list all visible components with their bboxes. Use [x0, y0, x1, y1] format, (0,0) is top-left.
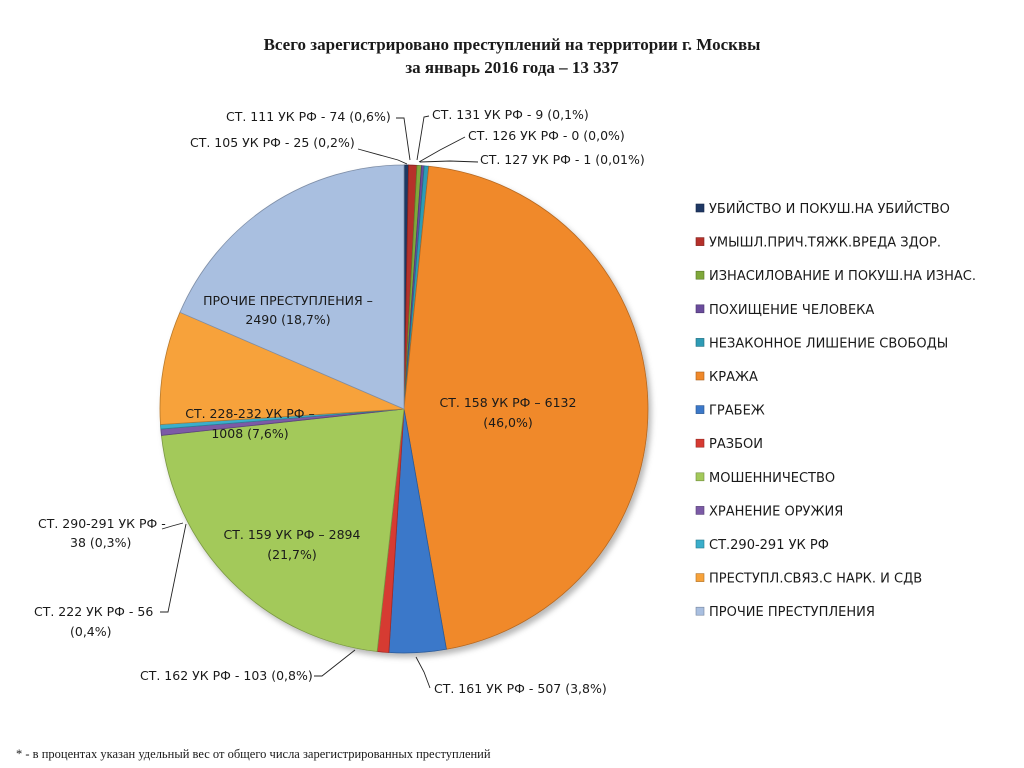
legend-entry-9: ХРАНЕНИЕ ОРУЖИЯ [709, 504, 843, 519]
leader-line-s111 [396, 117, 411, 161]
label-s162: СТ. 162 УК РФ - 103 (0,8%) [140, 668, 313, 683]
leader-line-s131 [416, 115, 430, 161]
label-s161: СТ. 161 УК РФ - 507 (3,8%) [434, 681, 607, 696]
leader-line-s126 [418, 136, 466, 163]
label-s290-line2: 38 (0,3%) [70, 535, 131, 550]
legend-entry-8: МОШЕННИЧЕСТВО [709, 471, 835, 486]
pie-slice-12 [179, 164, 405, 410]
label-s105: СТ. 105 УК РФ - 25 (0,2%) [190, 135, 355, 150]
legend-swatch-6 [695, 405, 705, 414]
legend-entry-4: НЕЗАКОННОЕ ЛИШЕНИЕ СВОБОДЫ [709, 336, 948, 351]
label-s126: СТ. 126 УК РФ - 0 (0,0%) [468, 128, 625, 143]
legend-swatch-12 [695, 606, 705, 616]
label-s111: СТ. 111 УК РФ - 74 (0,6%) [226, 109, 391, 124]
pie-slice-11 [159, 311, 405, 425]
label-s158-line2: (46,0%) [483, 415, 532, 430]
legend-swatch-11 [695, 573, 705, 582]
leader-line-s290 [161, 522, 184, 530]
legend-swatch-0 [695, 203, 705, 213]
leader-line-s162 [314, 649, 356, 677]
legend-entry-5: КРАЖА [709, 370, 758, 385]
legend-swatch-7 [695, 438, 705, 448]
label-s159-line1: СТ. 159 УК РФ – 2894 [224, 527, 361, 542]
label-s222-line2: (0,4%) [70, 624, 112, 639]
legend-entry-2: ИЗНАСИЛОВАНИЕ И ПОКУШ.НА ИЗНАС. [709, 269, 976, 284]
leader-line-s161 [415, 656, 431, 689]
legend-entry-1: УМЫШЛ.ПРИЧ.ТЯЖК.ВРЕДА ЗДОР. [709, 236, 941, 251]
label-s159-line2: (21,7%) [267, 547, 316, 562]
legend-entry-11: ПРЕСТУПЛ.СВЯЗ.С НАРК. И СДВ [709, 572, 922, 587]
legend-swatch-4 [695, 338, 705, 347]
label-s158-line1: СТ. 158 УК РФ – 6132 [440, 395, 577, 410]
legend-entry-6: ГРАБЕЖ [709, 404, 765, 419]
label-s131: СТ. 131 УК РФ - 9 (0,1%) [432, 107, 589, 122]
leader-line-s105 [357, 148, 408, 165]
chart-legend: УБИЙСТВО И ПОКУШ.НА УБИЙСТВО УМЫШЛ.ПРИЧ.Т… [695, 201, 976, 620]
legend-entry-10: СТ.290-291 УК РФ [709, 538, 829, 553]
label-s228-line2: 1008 (7,6%) [211, 426, 288, 441]
label-other-line2: 2490 (18,7%) [245, 312, 330, 327]
label-other-line1: ПРОЧИЕ ПРЕСТУПЛЕНИЯ – [203, 293, 373, 308]
pie-slices [159, 164, 649, 654]
label-s228-line1: СТ. 228-232 УК РФ – [185, 406, 315, 421]
chart-subtitle: за январь 2016 года – 13 337 [405, 58, 619, 77]
label-s222-line1: СТ. 222 УК РФ - 56 [34, 604, 153, 619]
legend-entry-7: РАЗБОИ [709, 437, 763, 452]
legend-swatch-3 [695, 304, 705, 314]
label-s127: СТ. 127 УК РФ - 1 (0,01%) [480, 152, 645, 167]
legend-swatch-9 [695, 506, 705, 515]
legend-entry-3: ПОХИЩЕНИЕ ЧЕЛОВЕКА [709, 303, 874, 318]
leader-line-s127 [419, 160, 479, 163]
label-s290-line1: СТ. 290-291 УК РФ - [38, 516, 166, 531]
legend-entry-12: ПРОЧИЕ ПРЕСТУПЛЕНИЯ [709, 605, 875, 620]
footnote: * - в процентах указан удельный вес от о… [16, 747, 491, 761]
legend-swatch-5 [695, 371, 705, 381]
legend-swatch-8 [695, 472, 705, 482]
leader-line-s222 [160, 523, 187, 613]
legend-swatch-1 [695, 237, 705, 246]
legend-swatch-2 [695, 270, 705, 280]
legend-entry-0: УБИЙСТВО И ПОКУШ.НА УБИЙСТВО [709, 201, 950, 217]
leader-lines [160, 115, 479, 689]
pie-slice-5 [403, 165, 649, 650]
chart-title: Всего зарегистрировано преступлений на т… [264, 35, 761, 54]
legend-swatch-10 [695, 539, 705, 549]
pie-slice-8 [160, 408, 405, 652]
